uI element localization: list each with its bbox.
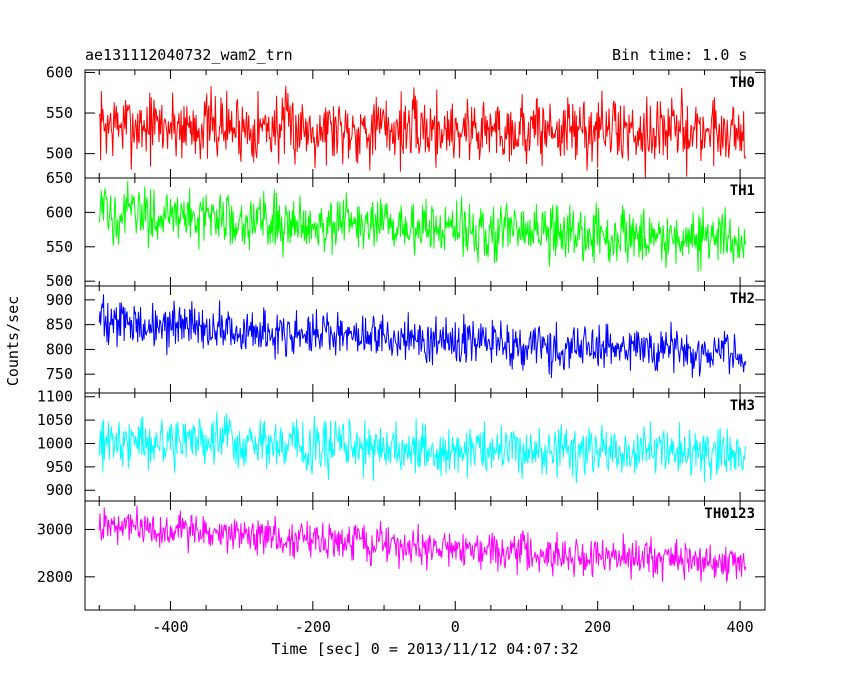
- panel-label: TH0: [730, 75, 755, 91]
- x-tick-label: -200: [295, 618, 331, 636]
- y-tick-label: 3000: [37, 520, 73, 538]
- panel-label: TH3: [730, 398, 755, 414]
- bin-time-label: Bin time: 1.0 s: [612, 46, 748, 64]
- x-tick-label: -400: [152, 618, 188, 636]
- series-line-th3: [98, 412, 747, 484]
- y-tick-label: 550: [46, 238, 73, 256]
- y-axis-label: Counts/sec: [4, 296, 22, 386]
- panel-th2: 750 800 850 900 TH2: [46, 285, 766, 394]
- y-tick-label: 850: [46, 316, 73, 334]
- chart-title: ae131112040732_wam2_trn: [85, 46, 293, 64]
- panel-label: TH0123: [704, 506, 755, 522]
- x-tick-label: 400: [727, 618, 754, 636]
- panel-th0123: 2800 3000 TH0123: [37, 500, 766, 611]
- y-tick-label: 500: [46, 272, 73, 290]
- y-tick-label: 600: [46, 63, 73, 81]
- y-tick-label: 950: [46, 458, 73, 476]
- x-axis-label: Time [sec] 0 = 2013/11/12 04:07:32: [271, 640, 578, 658]
- series-line-th0: [98, 85, 747, 178]
- series-line-th0123: [98, 505, 747, 583]
- y-tick-label: 900: [46, 291, 73, 309]
- y-tick-label: 1100: [37, 388, 73, 406]
- panel-th3: 900 950 1000 1050 1100 TH3: [37, 388, 766, 502]
- series-line-th1: [98, 180, 747, 272]
- y-tick-label: 800: [46, 340, 73, 358]
- panel-th1: 500 550 600 650 TH1: [46, 169, 766, 290]
- y-tick-label: 750: [46, 365, 73, 383]
- y-tick-label: 1050: [37, 411, 73, 429]
- y-tick-label: 500: [46, 145, 73, 163]
- series-line-th2: [98, 294, 747, 379]
- panel-th0: 500 550 600 TH0: [46, 63, 766, 179]
- y-tick-label: 1000: [37, 434, 73, 452]
- x-tick-label: 200: [584, 618, 611, 636]
- panel-label: TH2: [730, 291, 755, 307]
- panel-label: TH1: [730, 183, 755, 199]
- x-tick-label: 0: [451, 618, 460, 636]
- y-tick-label: 900: [46, 481, 73, 499]
- panels-layer: 500 550 600 TH0 500 550 600 650 TH1 750 800 850 900 T…: [37, 63, 766, 636]
- y-tick-label: 600: [46, 203, 73, 221]
- y-tick-label: 2800: [37, 568, 73, 586]
- panel-frame: [84, 500, 766, 611]
- y-tick-label: 650: [46, 169, 73, 187]
- y-tick-label: 550: [46, 104, 73, 122]
